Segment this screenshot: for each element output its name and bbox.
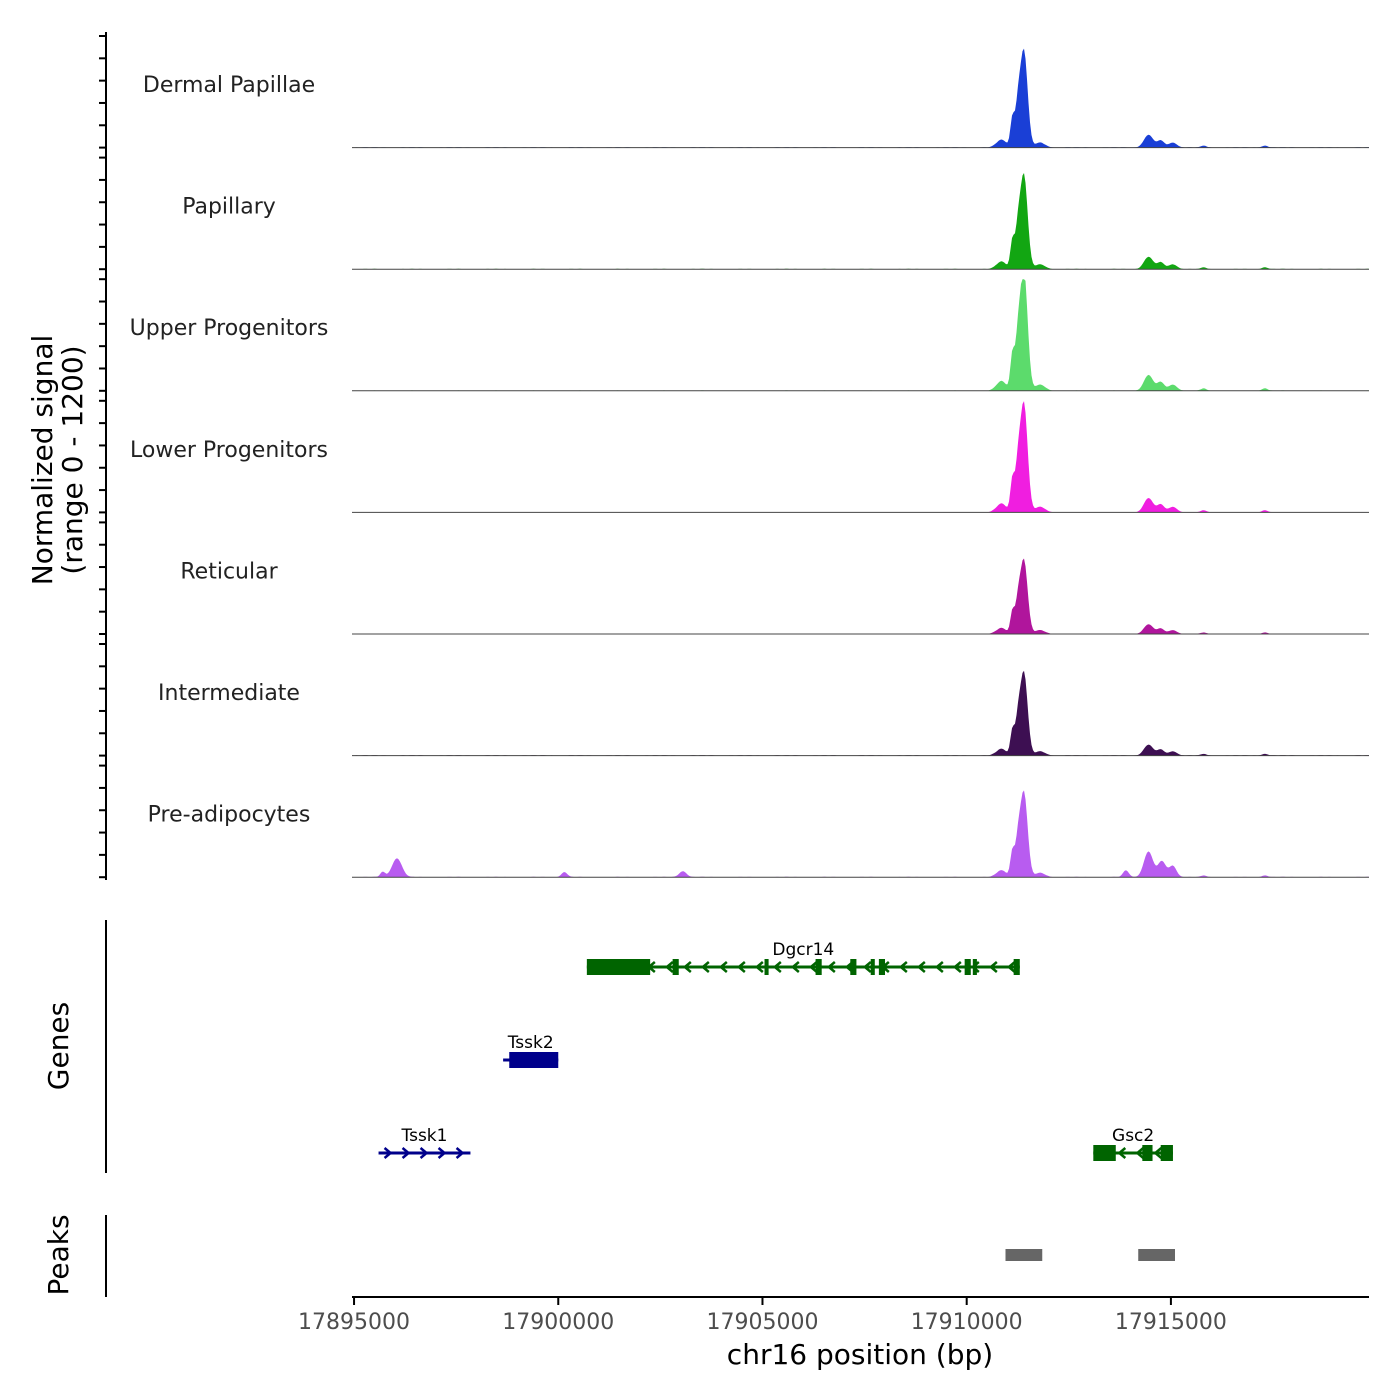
- strand-chevron: [808, 961, 818, 973]
- coverage-area: [352, 173, 1369, 270]
- track-label: Papillary: [182, 195, 276, 220]
- peaks-panel-title-wrap: Peaks: [42, 1214, 75, 1295]
- track-label: Dermal Papillae: [143, 73, 315, 98]
- strand-chevron: [1117, 1147, 1127, 1159]
- gene-exon: [878, 959, 886, 975]
- track-label: Pre-adipocytes: [148, 803, 311, 828]
- coverage-track-reticular: Reticular: [180, 558, 1369, 635]
- strand-chevron: [790, 961, 800, 973]
- strand-chevron: [916, 961, 926, 973]
- coverage-track-upper-progenitors: Upper Progenitors: [130, 279, 1369, 392]
- coverage-area: [352, 558, 1369, 634]
- strand-chevron: [419, 1147, 429, 1159]
- peak-region: [1005, 1249, 1043, 1261]
- y-axis-title: Normalized signal (range 0 - 1200): [26, 335, 89, 586]
- gene-exon: [870, 959, 875, 975]
- coverage-area: [352, 48, 1369, 148]
- track-label: Lower Progenitors: [130, 438, 328, 463]
- strand-chevron: [682, 961, 692, 973]
- strand-chevron: [898, 961, 908, 973]
- gene-exon: [1142, 1145, 1153, 1161]
- gene-exon: [509, 1052, 559, 1068]
- x-axis-title: chr16 position (bp): [727, 1338, 993, 1371]
- strand-chevron: [718, 961, 728, 973]
- strand-chevron: [862, 961, 872, 973]
- gene-exon: [764, 959, 769, 975]
- strand-chevron: [952, 961, 962, 973]
- strand-chevron: [736, 961, 746, 973]
- strand-chevron: [988, 961, 998, 973]
- strand-chevron: [1135, 1147, 1145, 1159]
- gene-exon: [972, 959, 977, 975]
- y-axis-title-line2: (range 0 - 1200): [56, 345, 89, 574]
- gene-exon: [815, 959, 822, 975]
- peak-region: [1138, 1249, 1175, 1261]
- strand-chevron: [1006, 961, 1016, 973]
- track-label: Upper Progenitors: [130, 316, 329, 341]
- peak-track: [1005, 1249, 1175, 1261]
- genes-panel-title-wrap: Genes: [42, 1002, 75, 1090]
- strand-chevron: [700, 961, 710, 973]
- x-tick-label: 17905000: [706, 1310, 818, 1335]
- x-tick-label: 17900000: [502, 1310, 614, 1335]
- y-axis-title-line1: Normalized signal: [26, 335, 59, 586]
- x-axis-ticks: 17895000 17900000 17905000 17910000 17915000: [298, 1297, 1227, 1335]
- strand-chevron: [934, 961, 944, 973]
- coverage-area: [352, 790, 1369, 878]
- gene-exon: [850, 959, 857, 975]
- strand-chevron: [401, 1147, 411, 1159]
- gene-tssk1: Tssk1: [378, 1126, 471, 1159]
- track-label: Reticular: [180, 559, 278, 584]
- gene-exon: [672, 959, 679, 975]
- gene-label: Dgcr14: [772, 940, 834, 960]
- x-tick-label: 17895000: [298, 1310, 410, 1335]
- strand-chevron: [772, 961, 782, 973]
- strand-chevron: [826, 961, 836, 973]
- gene-label: Tssk1: [401, 1126, 448, 1146]
- strand-chevron: [754, 961, 764, 973]
- coverage-track-dermal-papillae: Dermal Papillae: [143, 48, 1369, 149]
- gene-exon: [1160, 1145, 1173, 1161]
- gene-exon: [964, 959, 971, 975]
- strand-chevron: [1153, 1147, 1163, 1159]
- x-tick-label: 17915000: [1115, 1310, 1227, 1335]
- gene-dgcr14: Dgcr14: [586, 940, 1020, 975]
- peaks-panel-title: Peaks: [42, 1214, 75, 1295]
- coverage-track-pre-adipocytes: Pre-adipocytes: [148, 790, 1369, 878]
- gene-label: Tssk2: [507, 1033, 554, 1053]
- coverage-track-lower-progenitors: Lower Progenitors: [130, 401, 1369, 513]
- coverage-area: [352, 279, 1369, 391]
- gene-exon: [586, 959, 651, 975]
- gene-exon: [1093, 1145, 1116, 1161]
- x-tick-label: 17910000: [911, 1310, 1023, 1335]
- gene-label: Gsc2: [1112, 1126, 1154, 1146]
- coverage-area: [352, 670, 1369, 756]
- coverage-area: [352, 401, 1369, 513]
- track-label: Intermediate: [158, 681, 300, 706]
- strand-chevron: [455, 1147, 465, 1159]
- genes-panel-title: Genes: [42, 1002, 75, 1090]
- coverage-track-papillary: Papillary: [182, 173, 1369, 270]
- gene-exon: [1013, 959, 1020, 975]
- coverage-track-intermediate: Intermediate: [158, 670, 1369, 757]
- coverage-y-ticks: [99, 35, 106, 879]
- coverage-tracks: Dermal Papillae Papillary Upper Progenitor…: [130, 48, 1369, 878]
- gene-tssk2: Tssk2: [503, 1033, 559, 1068]
- gene-gsc2: Gsc2: [1093, 1126, 1173, 1161]
- strand-chevron: [437, 1147, 447, 1159]
- strand-chevron: [383, 1147, 393, 1159]
- gene-track: Dgcr14 Tssk2 Tssk1 Gsc2: [378, 940, 1173, 1161]
- strand-chevron: [664, 961, 674, 973]
